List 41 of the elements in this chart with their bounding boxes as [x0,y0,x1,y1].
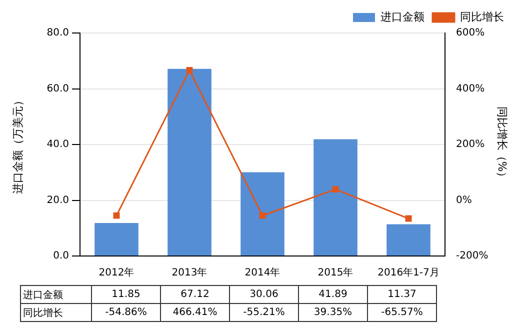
y2-axis-title: 同比增长（%） [496,106,509,183]
legend-label: 同比增长 [460,10,504,24]
point [259,212,266,219]
bar [386,224,430,256]
bar [240,172,284,256]
y-tick-label: 20.0 [46,194,69,206]
data-label: 67.12 [160,286,230,304]
data-label: 41.89 [298,286,368,304]
bar [314,139,358,256]
bar [168,68,212,256]
x-tick-label: 2013年 [172,266,208,279]
y2-tick-label: 400% [456,83,485,94]
data-label: 30.06 [230,286,298,304]
data-label: -55.21% [230,304,298,322]
bar [94,222,138,256]
point [405,215,412,222]
y-tick-label: 80.0 [46,28,69,39]
x-tick-label: 2016年1-7月 [378,266,440,279]
text: 同比增长 [23,308,63,318]
x-tick-label: 2012年 [98,266,134,279]
data-label: 39.35% [298,304,368,322]
y-tick-label: 40.0 [46,139,69,150]
data-label: 466.41% [160,304,230,322]
y2-tick-label: 200% [456,139,485,150]
point [332,186,339,193]
data-label: -54.86% [92,304,160,322]
text: 进口金额 [23,290,63,300]
point [186,67,193,74]
y2-tick-label: 0% [456,194,472,206]
data-label: 11.37 [368,286,436,304]
y2-tick-label: -200% [456,250,488,262]
y-tick-label: 60.0 [46,83,69,94]
legend-label: 进口金额 [380,10,424,24]
y2-tick-label: 600% [456,28,485,39]
x-tick-label: 2015年 [318,266,354,279]
y-tick-label: 0.0 [53,250,69,262]
x-tick-label: 2014年 [244,266,280,279]
data-label: 11.85 [92,286,160,304]
data-label: -65.57% [368,304,436,322]
y-axis-title: 进口金额（万美元） [11,95,24,194]
point [113,212,120,219]
